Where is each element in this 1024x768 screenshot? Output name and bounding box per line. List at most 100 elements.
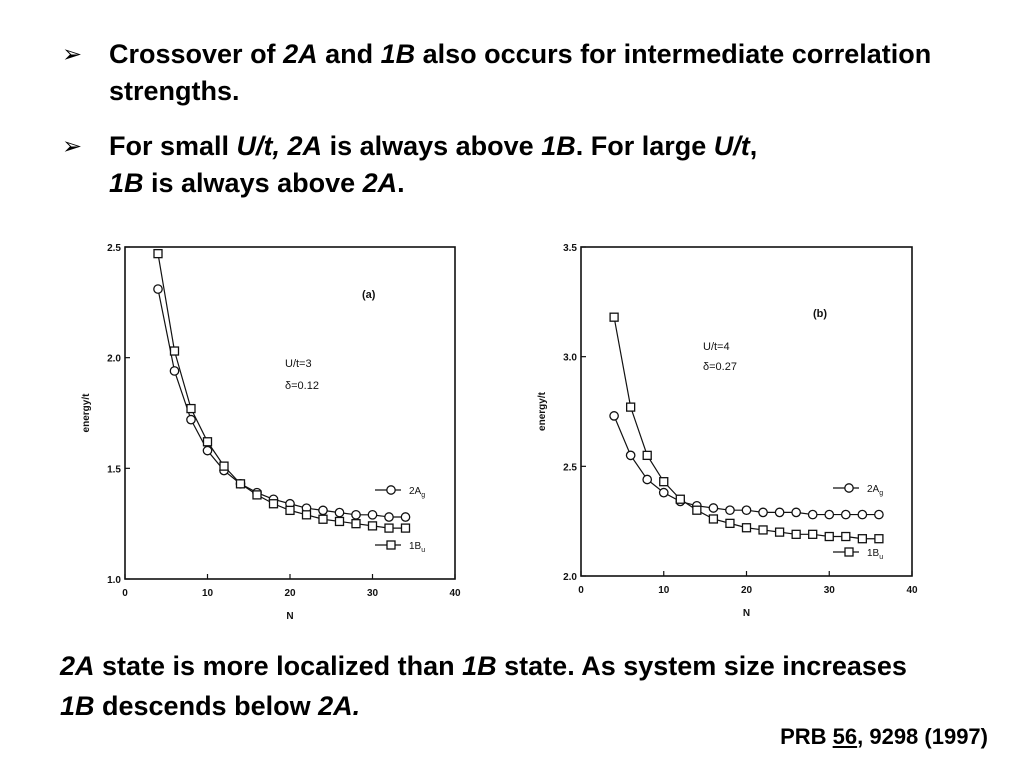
legend-label-1b: 1Bu xyxy=(409,541,425,554)
data-point-1b xyxy=(659,477,669,487)
parameter-delta: δ=0.27 xyxy=(703,361,737,373)
data-point-1b xyxy=(758,525,768,535)
conclusion-text: 2A state is more localized than 1B state… xyxy=(60,651,907,721)
data-point-1b xyxy=(841,531,851,542)
data-point-1b xyxy=(219,461,229,471)
x-tick-label: 40 xyxy=(906,585,918,596)
bullet-text: For small U/t, 2A is always above 1B. Fo… xyxy=(109,131,758,198)
data-point-1b xyxy=(741,523,752,533)
data-point-1b xyxy=(268,499,279,509)
y-tick-label: 1.0 xyxy=(107,575,121,586)
data-point-2a xyxy=(400,512,411,522)
data-point-2a xyxy=(625,450,636,461)
data-point-2a xyxy=(774,507,785,518)
data-point-1b xyxy=(318,514,328,524)
data-point-1b xyxy=(609,312,619,322)
data-point-2a xyxy=(186,414,196,425)
y-tick-label: 2.0 xyxy=(563,572,577,583)
data-point-1b xyxy=(642,450,652,461)
x-tick-label: 20 xyxy=(284,588,296,599)
data-point-1b xyxy=(285,505,295,516)
data-point-1b xyxy=(169,346,180,356)
data-point-2a xyxy=(758,507,768,518)
data-point-1b xyxy=(235,479,246,489)
x-tick-label: 0 xyxy=(122,588,128,599)
y-axis-label: energy/t xyxy=(537,391,548,431)
series-line-1b xyxy=(157,253,406,529)
data-point-1b xyxy=(857,534,868,544)
data-point-1b xyxy=(626,402,636,412)
y-tick-label: 2.5 xyxy=(107,243,121,254)
data-point-1b xyxy=(708,514,719,524)
data-point-2a xyxy=(840,509,851,520)
data-point-1b xyxy=(301,510,312,520)
data-point-2a xyxy=(741,505,752,516)
x-tick-label: 10 xyxy=(658,585,670,596)
arrow-bullet-icon: ➢ xyxy=(62,40,83,68)
citation: PRB 56, 9298 (1997) xyxy=(780,724,988,749)
data-point-2a xyxy=(351,509,361,520)
x-tick-label: 30 xyxy=(367,588,379,599)
bullet-small-large-ut: ➢ For small U/t, 2A is always above 1B. … xyxy=(62,128,982,202)
data-point-2a xyxy=(874,509,884,520)
parameter-delta: δ=0.12 xyxy=(285,380,319,392)
x-tick-label: 0 xyxy=(578,585,584,596)
data-point-1b xyxy=(384,523,394,533)
data-point-2a xyxy=(791,507,801,518)
data-point-1b xyxy=(400,523,411,533)
legend-marker-circle xyxy=(386,485,396,495)
data-point-1b xyxy=(692,505,702,515)
data-point-2a xyxy=(708,503,719,513)
data-point-1b xyxy=(334,516,345,527)
data-point-1b xyxy=(725,518,735,529)
panel-label: (a) xyxy=(362,289,376,301)
data-point-2a xyxy=(384,512,394,522)
x-axis-label: N xyxy=(286,611,293,622)
y-tick-label: 2.0 xyxy=(107,354,121,365)
x-tick-label: 40 xyxy=(449,588,461,599)
data-point-2a xyxy=(318,505,328,516)
data-point-1b xyxy=(824,531,834,542)
data-point-2a xyxy=(658,487,669,498)
legend-marker-square xyxy=(386,540,396,550)
x-tick-label: 20 xyxy=(741,585,753,596)
data-point-2a xyxy=(153,284,163,294)
data-point-2a xyxy=(169,366,180,376)
data-point-1b xyxy=(153,248,163,259)
y-tick-label: 1.5 xyxy=(107,464,121,475)
y-tick-label: 2.5 xyxy=(563,462,577,473)
bullet-text: Crossover of 2A and 1B also occurs for i… xyxy=(109,39,932,106)
legend-marker-circle xyxy=(844,483,854,493)
data-point-1b xyxy=(808,529,818,539)
series-line-2a xyxy=(157,288,406,518)
data-point-1b xyxy=(675,494,685,504)
data-point-2a xyxy=(824,509,835,520)
data-point-2a xyxy=(807,509,818,520)
y-tick-label: 3.0 xyxy=(563,353,577,364)
legend-label-1b: 1Bu xyxy=(867,548,883,561)
data-point-2a xyxy=(609,411,619,421)
data-point-1b xyxy=(186,403,196,414)
parameter-ut: U/t=3 xyxy=(285,358,312,370)
data-point-2a xyxy=(367,509,378,520)
legend-marker-square xyxy=(844,547,854,557)
data-point-2a xyxy=(334,507,345,518)
data-point-1b xyxy=(774,527,785,537)
data-point-1b xyxy=(202,437,213,447)
legend-label-2a: 2Ag xyxy=(409,486,425,499)
data-point-1b xyxy=(367,521,378,531)
x-tick-label: 30 xyxy=(824,585,836,596)
y-tick-label: 3.5 xyxy=(563,243,577,254)
data-point-2a xyxy=(857,509,868,520)
data-point-2a xyxy=(202,445,213,456)
data-point-1b xyxy=(874,534,884,544)
data-point-2a xyxy=(642,474,653,485)
arrow-bullet-icon: ➢ xyxy=(62,132,83,160)
panel-label: (b) xyxy=(813,308,827,320)
legend-label-2a: 2Ag xyxy=(867,484,883,497)
x-axis-label: N xyxy=(743,608,750,619)
data-point-1b xyxy=(252,490,262,500)
x-tick-label: 10 xyxy=(202,588,214,599)
